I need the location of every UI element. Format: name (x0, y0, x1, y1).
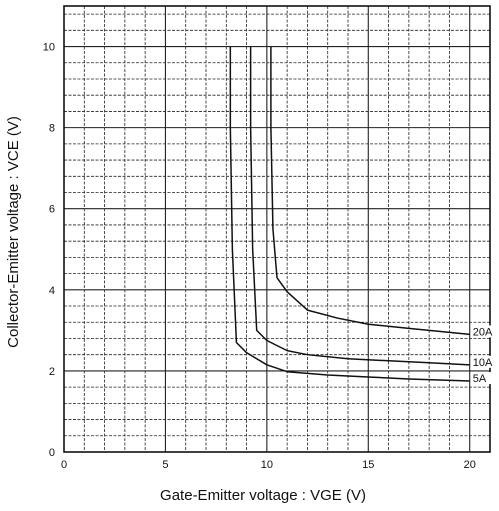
x-tick-label: 10 (261, 459, 273, 471)
x-axis-label: Gate-Emitter voltage : VGE (V) (160, 487, 366, 504)
x-tick-label: 15 (362, 459, 374, 471)
curve-labels: 20A 10A 5A (470, 325, 497, 385)
plot-frame (63, 5, 491, 453)
grid (64, 6, 490, 452)
y-tick-label: 0 (49, 447, 55, 459)
y-tick-label: 8 (49, 123, 55, 135)
series-group (229, 46, 470, 382)
y-tick-label: 6 (49, 204, 55, 216)
series-line-10a (249, 46, 470, 366)
curve-label-5a: 5A (473, 373, 487, 385)
x-tick-label: 0 (61, 459, 67, 471)
series-line-5a (229, 46, 470, 382)
plot-border (63, 5, 491, 453)
y-tick-label: 2 (49, 366, 55, 378)
y-tick-label: 10 (43, 42, 55, 54)
series-line-20a (270, 46, 470, 336)
y-axis-label: Collector-Emitter voltage : VCE (V) (5, 116, 22, 348)
x-tick-label: 5 (162, 459, 168, 471)
curve-label-20a: 20A (473, 326, 493, 338)
curve-label-10a: 10A (473, 357, 493, 369)
x-tick-label: 20 (464, 459, 476, 471)
curve-label-bg (470, 325, 497, 338)
y-tick-labels: 0 2 4 6 8 10 (43, 42, 55, 459)
curve-label-bg (470, 355, 497, 368)
y-tick-label: 4 (49, 285, 55, 297)
curve-label-bg (470, 372, 497, 385)
x-tick-labels: 0 5 10 15 20 (61, 459, 476, 471)
